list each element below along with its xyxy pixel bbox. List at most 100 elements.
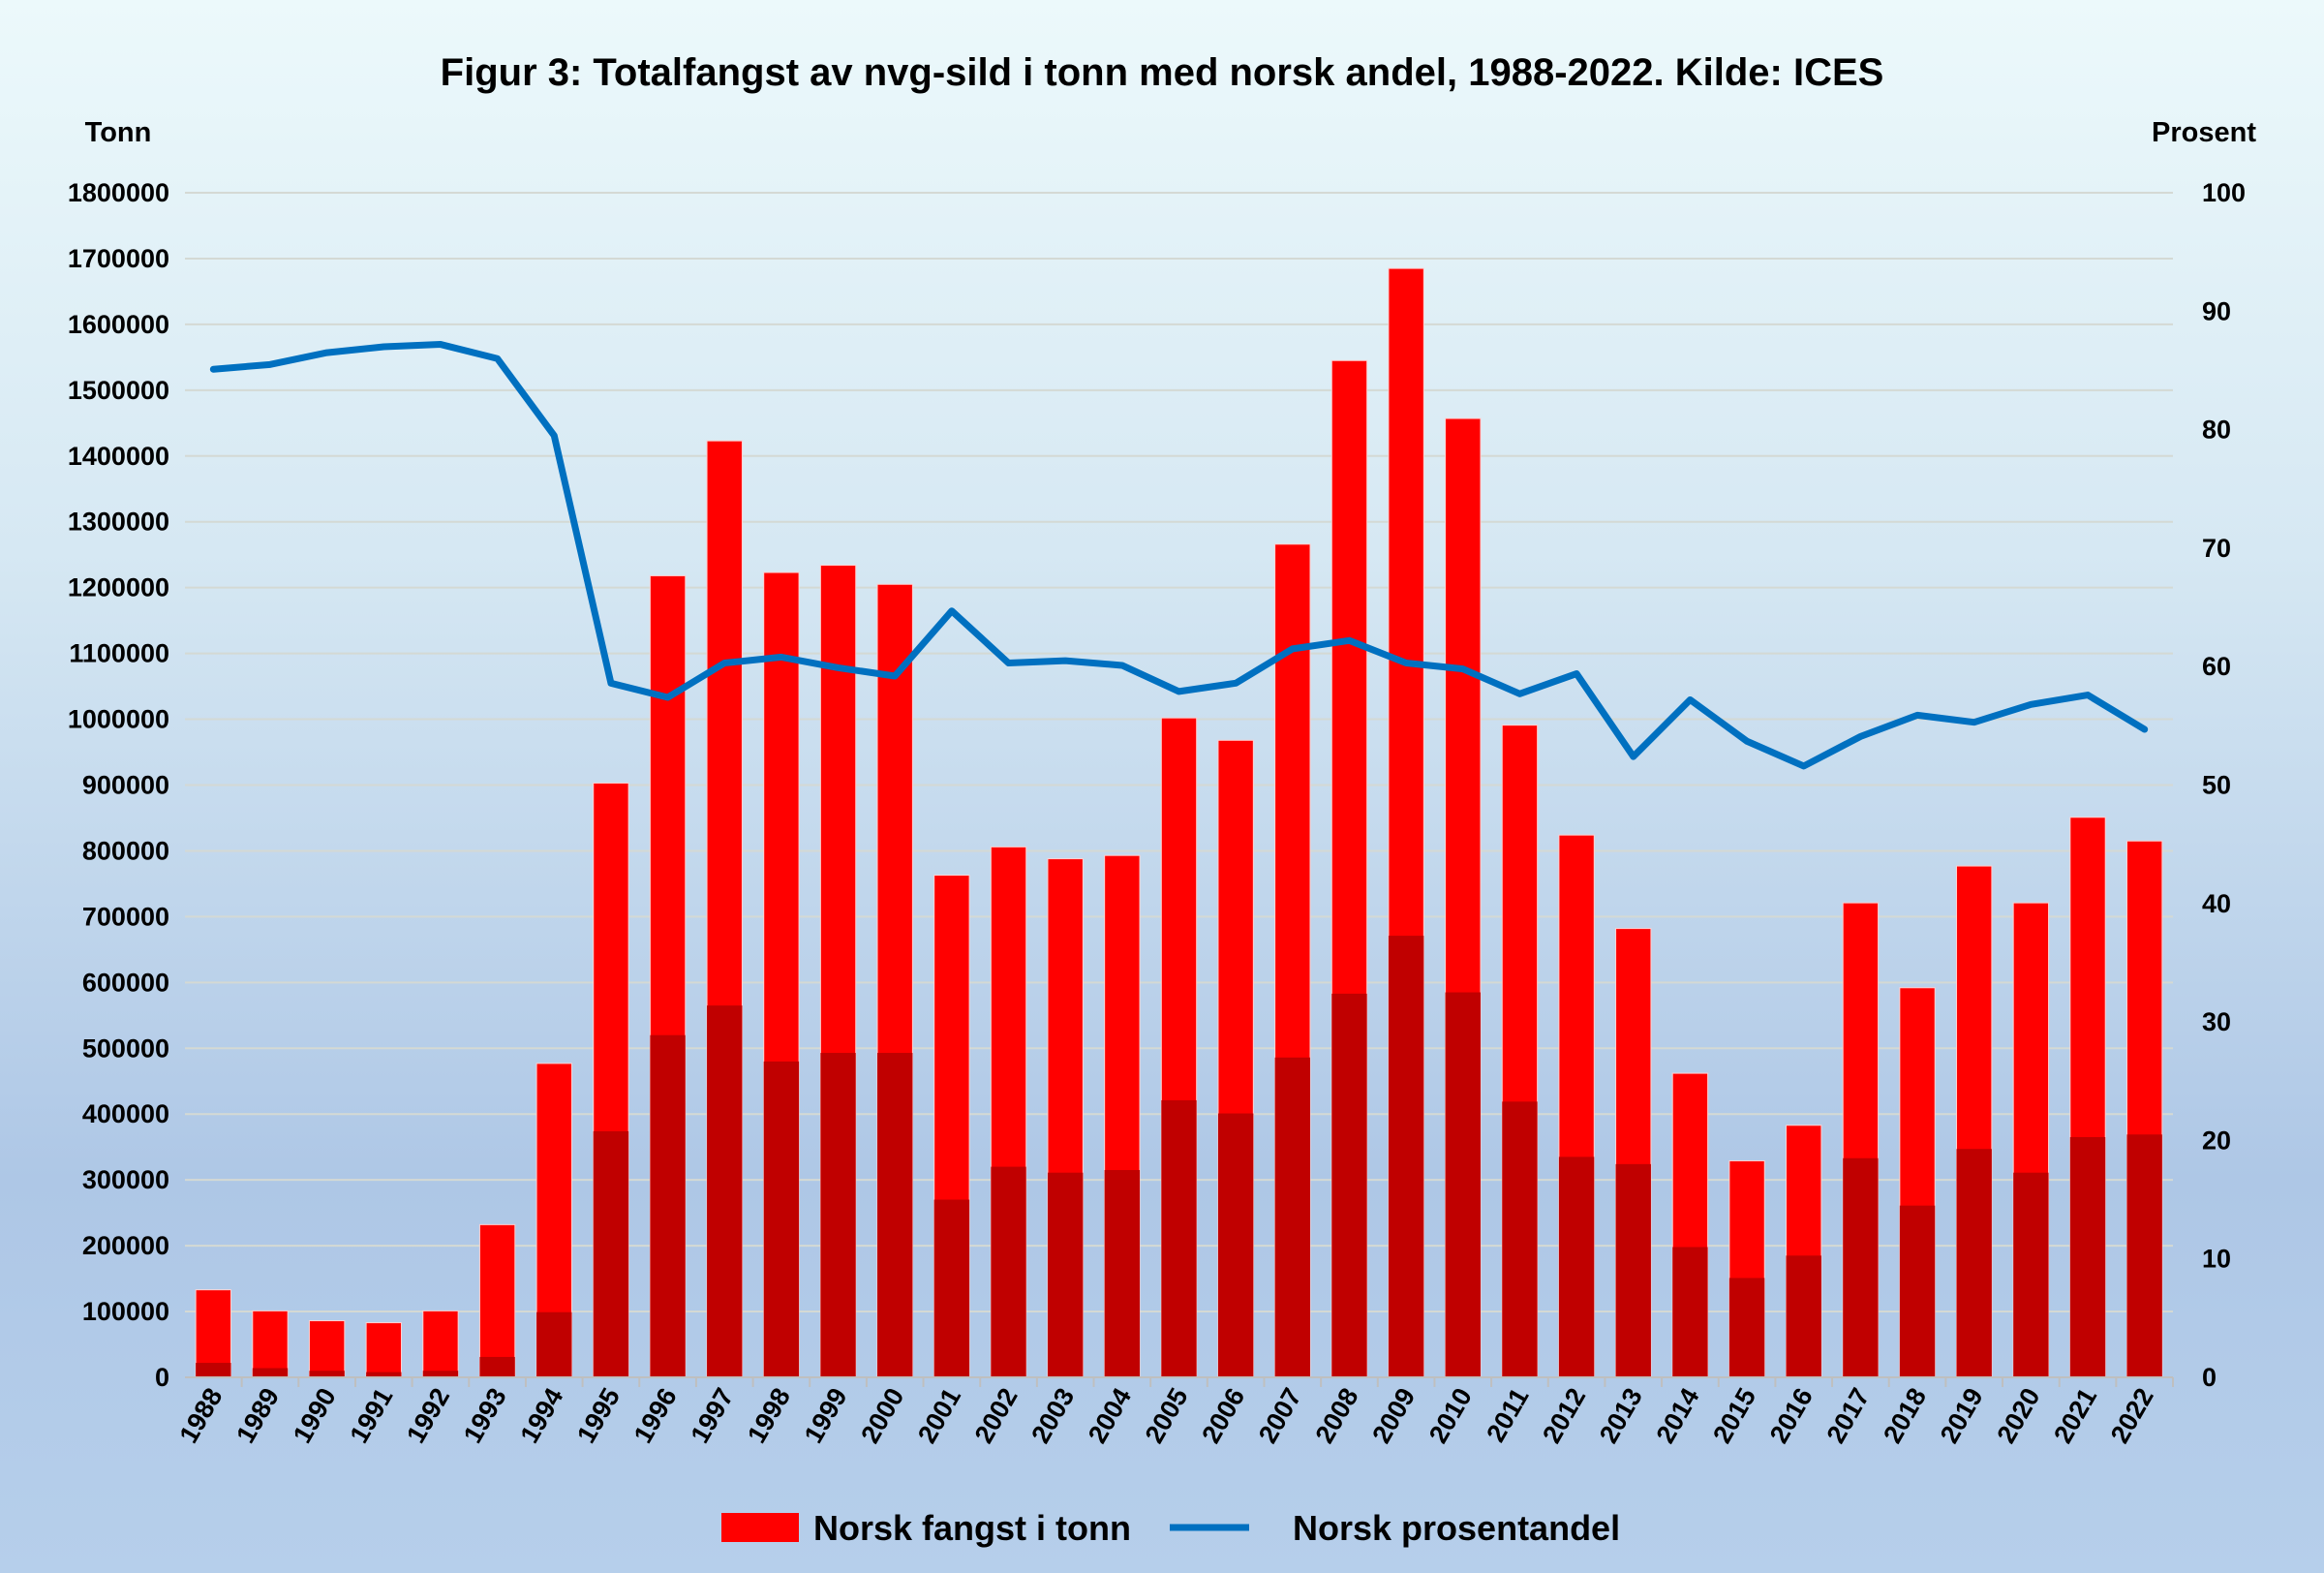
y-tick-label: 100000: [82, 1297, 169, 1326]
x-tick-label: 1997: [685, 1383, 739, 1448]
bar-dark-1995: [593, 1130, 629, 1377]
y-tick-label: 200000: [82, 1231, 169, 1260]
percent-point-2018: [1916, 714, 1919, 717]
bar-dark-2007: [1274, 1057, 1310, 1377]
x-tick-label: 1996: [628, 1383, 683, 1448]
bar-dark-2006: [1217, 1113, 1254, 1377]
bar-dark-2018: [1899, 1205, 1936, 1377]
y2-tick-label: 60: [2202, 652, 2231, 681]
x-tick-label: 2008: [1310, 1383, 1364, 1448]
bar-dark-2012: [1558, 1157, 1595, 1377]
percent-point-1989: [268, 363, 271, 366]
y-tick-label: 600000: [82, 968, 169, 997]
percent-point-1990: [325, 352, 328, 355]
percent-point-2000: [894, 674, 897, 677]
x-tick-label: 2011: [1481, 1383, 1534, 1447]
x-tick-label: 1993: [458, 1383, 512, 1448]
bar-dark-1988: [196, 1363, 231, 1377]
x-tick-label: 2001: [912, 1383, 966, 1448]
x-tick-label: 2012: [1537, 1383, 1591, 1448]
percent-point-2003: [1064, 660, 1067, 663]
percent-point-2002: [1007, 662, 1010, 664]
x-tick-label: 1991: [344, 1383, 398, 1448]
chart-title: Figur 3: Totalfangst av nvg-sild i tonn …: [441, 51, 1884, 94]
bar-total-1992: [422, 1310, 459, 1378]
x-tick-label: 2022: [2105, 1383, 2159, 1448]
percent-point-1988: [212, 368, 215, 371]
legend-label-norsk-fangst: Norsk fangst i tonn: [813, 1508, 1131, 1548]
percent-point-1994: [553, 434, 556, 437]
y-tick-label: 800000: [82, 836, 169, 865]
percent-point-1992: [439, 343, 442, 346]
x-tick-label: 2017: [1821, 1383, 1876, 1448]
y-tick-label: 400000: [82, 1099, 169, 1128]
y-tick-label: 1500000: [68, 376, 169, 405]
percent-point-1991: [382, 345, 385, 348]
x-tick-label: 2018: [1878, 1383, 1932, 1448]
y2-tick-label: 80: [2202, 416, 2231, 445]
x-tick-label: 1999: [799, 1383, 853, 1448]
percent-point-2016: [1802, 764, 1805, 767]
y2-tick-label: 20: [2202, 1126, 2231, 1155]
y-tick-label: 1300000: [68, 508, 169, 537]
bar-dark-1999: [820, 1053, 856, 1377]
y2-tick-label: 0: [2202, 1363, 2217, 1392]
bars: [195, 267, 2163, 1378]
percent-point-1995: [609, 682, 612, 685]
percent-point-2014: [1689, 698, 1692, 701]
y2-tick-label: 70: [2202, 534, 2231, 563]
percent-point-2009: [1405, 662, 1408, 664]
x-tick-label: 2016: [1764, 1383, 1819, 1448]
y2-tick-label: 40: [2202, 889, 2231, 918]
bar-dark-2005: [1161, 1099, 1197, 1377]
percent-point-1998: [780, 656, 782, 659]
y-tick-label: 1600000: [68, 310, 169, 339]
bar-dark-2000: [877, 1053, 913, 1377]
x-tick-label: 2005: [1140, 1383, 1194, 1448]
y2-tick-label: 100: [2202, 178, 2246, 207]
bar-total-1989: [252, 1310, 289, 1378]
y-tick-label: 700000: [82, 902, 169, 931]
x-tick-label: 1994: [514, 1383, 568, 1448]
percent-point-2015: [1746, 740, 1749, 743]
legend-label-prosentandel: Norsk prosentandel: [1293, 1508, 1620, 1548]
bar-total-1990: [308, 1320, 346, 1378]
y2-tick-label: 50: [2202, 771, 2231, 800]
bar-dark-2009: [1388, 936, 1424, 1377]
legend-swatch-norsk-fangst: [721, 1513, 799, 1542]
bar-dark-1996: [650, 1034, 686, 1377]
y-tick-label: 300000: [82, 1165, 169, 1194]
bar-dark-1991: [366, 1372, 402, 1377]
bar-dark-2002: [991, 1166, 1026, 1377]
percent-line-path: [209, 341, 2149, 770]
y2-tick-label: 10: [2202, 1245, 2231, 1274]
bar-dark-2004: [1104, 1169, 1141, 1377]
gridlines: [185, 192, 2173, 1313]
x-tick-label: 1988: [174, 1383, 229, 1448]
bar-dark-2011: [1502, 1101, 1538, 1377]
percent-point-1993: [496, 357, 499, 360]
bar-dark-2016: [1786, 1255, 1821, 1377]
bar-dark-1992: [422, 1371, 459, 1377]
y-tick-label: 0: [155, 1363, 169, 1392]
percent-point-2004: [1120, 663, 1123, 666]
x-tick-label: 2019: [1935, 1383, 1989, 1448]
percent-point-2007: [1291, 647, 1294, 650]
y2-tick-label: 90: [2202, 296, 2231, 325]
bar-dark-2010: [1445, 992, 1481, 1377]
bar-dark-2001: [933, 1199, 970, 1377]
bar-dark-2020: [2013, 1172, 2049, 1377]
y-tick-label: 1800000: [68, 178, 169, 207]
x-tick-label: 1992: [401, 1383, 455, 1448]
percent-point-2001: [950, 609, 953, 612]
y-tick-label: 1000000: [68, 705, 169, 734]
bar-dark-2003: [1048, 1172, 1084, 1377]
bar-dark-2017: [1843, 1157, 1879, 1377]
y-tick-label: 1700000: [68, 244, 169, 273]
percent-point-2022: [2143, 728, 2146, 731]
bar-total-1988: [195, 1289, 232, 1378]
y-axis-title: Tonn: [85, 117, 152, 148]
x-tick-label: 2004: [1083, 1383, 1137, 1448]
x-tick-label: 2013: [1594, 1383, 1648, 1448]
y2-axis-title: Prosent: [2152, 117, 2256, 148]
